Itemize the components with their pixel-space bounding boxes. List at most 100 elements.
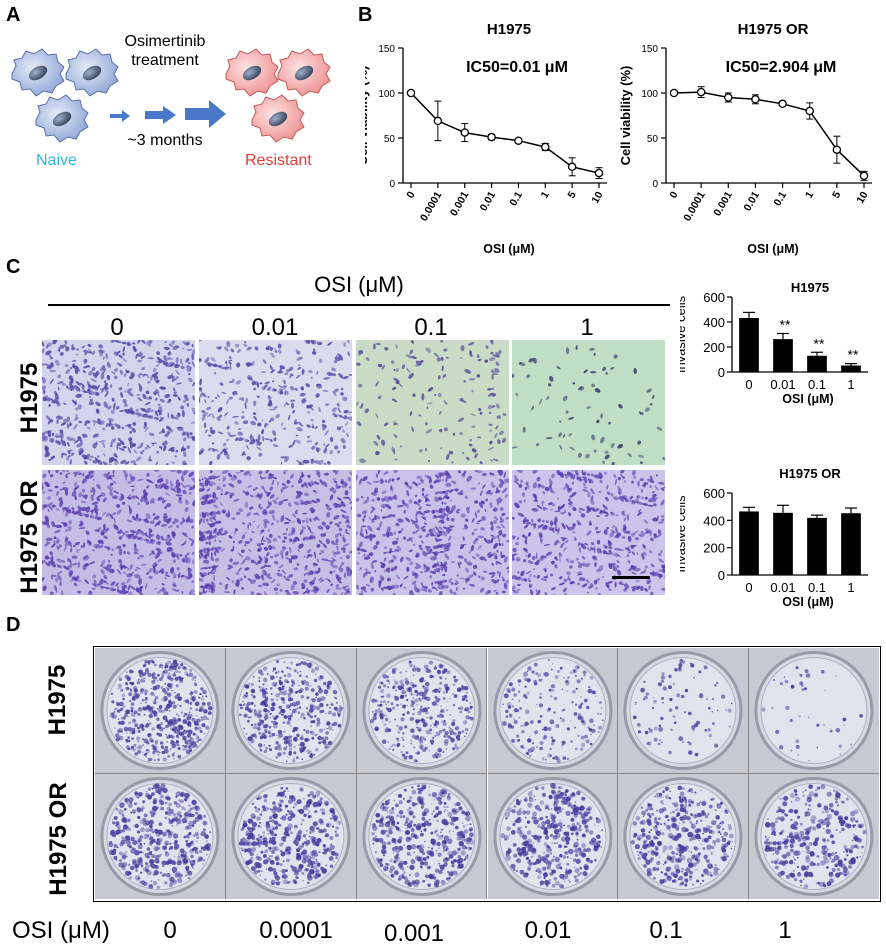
resistant-cell-icon bbox=[225, 48, 331, 143]
x-tick-label-5: 5 bbox=[830, 189, 843, 200]
invasion-chart-h1975: H1975 0 200 400 600 Invasive cells 0 ** 0.01 ** 0.… bbox=[680, 280, 868, 406]
x-tick-label-1: 1 bbox=[847, 377, 854, 392]
y-tick-label-400: 400 bbox=[703, 315, 725, 330]
chart-title: H1975 OR bbox=[738, 21, 809, 38]
colony-plate-h1975-or-0.001 bbox=[356, 774, 488, 899]
y-tick-label-400: 400 bbox=[703, 513, 725, 528]
x-tick-label-0: 0 bbox=[745, 377, 752, 392]
col-label-1: 1 bbox=[580, 314, 594, 341]
y-axis-label: Invasive cells bbox=[680, 495, 688, 573]
colony-plate-h1975-0.0001 bbox=[225, 648, 357, 774]
bar-0.01 bbox=[773, 512, 793, 575]
colony-plate-h1975-0.01 bbox=[487, 648, 619, 774]
y-tick-label-0: 0 bbox=[718, 365, 725, 380]
row-label-h1975-or: H1975 OR bbox=[16, 480, 43, 594]
data-point-5 bbox=[832, 145, 842, 154]
bar-0 bbox=[739, 318, 759, 372]
treatment-label: Osimertinib treatment bbox=[105, 32, 225, 70]
panel-label-b: B bbox=[358, 4, 373, 26]
colony-plate-h1975-or-0.01 bbox=[487, 774, 619, 899]
y-tick-label-200: 200 bbox=[703, 541, 725, 556]
y-tick-label-600: 600 bbox=[703, 290, 725, 305]
data-point-1 bbox=[805, 106, 814, 116]
x-tick-label-1: 1 bbox=[803, 189, 816, 200]
panel-label-a: A bbox=[6, 4, 21, 26]
data-point-0 bbox=[406, 88, 416, 98]
x-tick-label-0.1: 0.1 bbox=[507, 189, 525, 208]
data-point-0.0001 bbox=[696, 87, 706, 97]
data-point-5 bbox=[567, 162, 577, 172]
data-point-0.1 bbox=[514, 136, 523, 145]
x-axis-label: OSI (μM) bbox=[747, 242, 798, 256]
series-line bbox=[673, 91, 865, 177]
data-point-0.0001 bbox=[433, 116, 443, 126]
x-tick-label-10: 10 bbox=[589, 189, 605, 205]
ic50-annotation: IC50=0.01 μM bbox=[466, 59, 568, 76]
colony-plate-h1975-or-1 bbox=[749, 774, 879, 899]
micrograph-h1975-0 bbox=[42, 340, 195, 465]
data-point-10 bbox=[859, 171, 869, 181]
row-label-h1975: H1975 bbox=[16, 362, 43, 434]
chart-title: H1975 OR bbox=[779, 466, 841, 481]
x-tick-label-0.0001: 0.0001 bbox=[681, 189, 708, 223]
micrograph-h1975-0.1 bbox=[356, 340, 509, 465]
x-tick-label-0.1: 0.1 bbox=[771, 189, 789, 208]
duration-label: ~3 months bbox=[127, 132, 203, 149]
y-tick-label-600: 600 bbox=[703, 486, 725, 501]
dose-label-1: 1 bbox=[778, 917, 792, 944]
bar-0.1 bbox=[807, 517, 827, 575]
y-tick-label-100: 100 bbox=[378, 89, 395, 100]
data-point-0.001 bbox=[724, 93, 733, 102]
data-point-1 bbox=[541, 142, 550, 152]
colony-plates bbox=[95, 648, 880, 900]
series-line bbox=[410, 92, 600, 174]
header-rule bbox=[48, 304, 670, 306]
colony-plate-h1975-or-0 bbox=[95, 774, 226, 899]
x-tick-label-0: 0 bbox=[404, 189, 417, 200]
resistant-label: Resistant bbox=[245, 152, 312, 169]
data-point-0.01 bbox=[487, 132, 496, 142]
x-tick-label-0.001: 0.001 bbox=[448, 189, 472, 218]
x-tick-label-0.1: 0.1 bbox=[808, 377, 826, 392]
y-axis-label: Cell viability (%) bbox=[365, 66, 370, 166]
x-axis-label: OSI (μM) bbox=[483, 242, 534, 256]
y-axis-label: Invasive cells bbox=[680, 295, 688, 373]
micrograph-h1975-or-0 bbox=[42, 470, 195, 595]
micrograph-h1975-or-0.01 bbox=[199, 470, 352, 595]
x-tick-label-0.0001: 0.0001 bbox=[418, 189, 445, 223]
colony-plate-h1975-or-0.1 bbox=[618, 774, 750, 899]
x-tick-label-1: 1 bbox=[847, 580, 854, 595]
naive-cell-icon bbox=[11, 48, 119, 143]
x-tick-label-5: 5 bbox=[565, 189, 578, 200]
osi-label-d: OSI (μM) bbox=[12, 917, 110, 944]
y-tick-label-0: 0 bbox=[389, 179, 395, 190]
significance-marker: ** bbox=[848, 347, 859, 363]
bar-0 bbox=[739, 511, 759, 575]
x-tick-label-0.01: 0.01 bbox=[478, 189, 499, 213]
y-axis-label: Cell viability (%) bbox=[618, 66, 633, 166]
bar-0.1 bbox=[807, 355, 827, 372]
y-tick-label-0: 0 bbox=[718, 568, 725, 583]
colony-plate-h1975-0.001 bbox=[356, 648, 488, 774]
col-label-0: 0 bbox=[110, 314, 124, 341]
chart-title: H1975 bbox=[487, 21, 531, 38]
treatment-line2: treatment bbox=[131, 52, 199, 69]
ic50-annotation: IC50=2.904 μM bbox=[726, 59, 837, 76]
x-tick-label-0: 0 bbox=[745, 580, 752, 595]
x-tick-label-0.01: 0.01 bbox=[770, 377, 795, 392]
y-tick-label-200: 200 bbox=[703, 340, 725, 355]
y-tick-label-0: 0 bbox=[652, 179, 658, 190]
x-axis-label: OSI (μM) bbox=[782, 392, 833, 406]
micrograph-h1975-0.01 bbox=[199, 340, 352, 465]
micrograph-h1975-or-1 bbox=[512, 470, 665, 595]
x-tick-label-10: 10 bbox=[854, 189, 870, 205]
x-tick-label-1: 1 bbox=[539, 189, 552, 200]
x-tick-label-0.01: 0.01 bbox=[741, 189, 762, 213]
treatment-line1: Osimertinib bbox=[124, 33, 206, 50]
colony-plate-h1975-0 bbox=[95, 648, 226, 774]
y-tick-label-50: 50 bbox=[384, 134, 396, 145]
dose-label-0.0001: 0.0001 bbox=[259, 917, 333, 944]
dose-label-0.01: 0.01 bbox=[524, 917, 572, 944]
bar-1 bbox=[841, 513, 861, 575]
